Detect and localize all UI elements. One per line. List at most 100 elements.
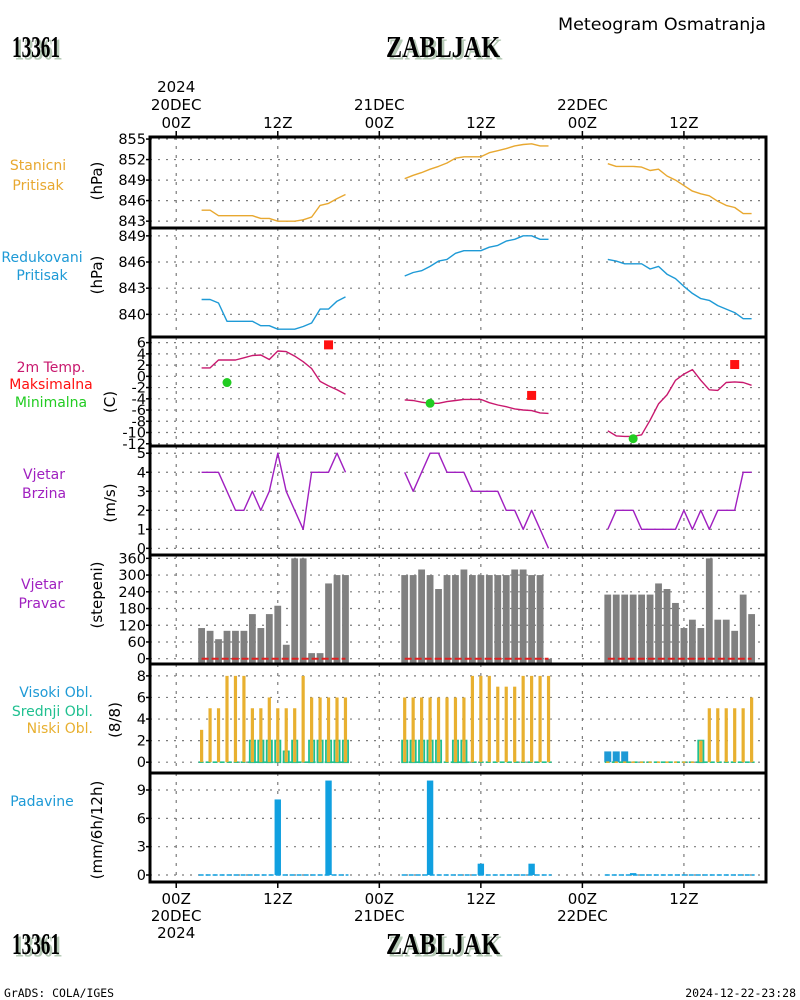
y-tick-label: 6 [137,691,146,707]
low-series [200,675,754,764]
y-tick-label: 843 [118,281,146,297]
y-tick-label: 2 [137,358,146,374]
software-credit: GrADS: COLA/IGES [4,986,114,1000]
footer-station-id-shadow: 13361 [15,929,63,964]
low-cloud-bar [470,675,474,763]
time-axis-top-label: 12Z [263,114,292,132]
low-cloud-zero-mark [665,761,669,764]
low-cloud-bar [699,740,703,763]
station-id: 13361 [12,29,60,64]
wind-direction-bar [638,594,646,664]
low-cloud-bar [733,708,737,763]
time-axis-top-label: 00Z [162,114,191,132]
time-axis-bottom-label: 12Z [669,890,698,908]
time-axis-bottom-label: 00Z [365,890,394,908]
speed-line-segment [607,471,752,530]
temp-2m-line-segment [607,368,752,438]
y-axis-unit: (stepeni) [88,561,106,628]
middle-series [198,739,755,764]
y-tick-label: 0 [137,755,146,771]
y-tick-label: -6 [132,403,146,419]
panel-title-line: Niski Obl. [27,721,93,737]
low-cloud-bar [741,708,745,763]
wind-direction-bar [215,639,222,664]
low-cloud-bar [428,697,432,763]
panel-title-line: Pravac [18,596,65,612]
generated-timestamp: 2024-12-22-23:28 [685,986,796,1000]
speed-series [201,452,752,549]
high-cloud-bar [621,751,629,763]
y-tick-label: -10 [122,426,146,442]
wind-direction-bar [748,614,756,664]
time-axis-top-label: 00Z [568,114,597,132]
wind-direction-bar [223,630,231,664]
low-cloud-bar [276,708,280,763]
wind-direction-bar [688,619,696,664]
reduced-pressure-panel [201,235,752,330]
low-cloud-bar [462,697,466,763]
y-tick-label: 1 [137,522,146,538]
wind-direction-bar [612,594,620,664]
wind-direction-bar [232,630,239,664]
time-axis-top-label: 22DEC [557,96,608,114]
low-cloud-zero-mark [640,761,644,764]
precipitation-bar [426,780,434,876]
y-tick-label: 2 [137,734,146,750]
wind-direction-bar [282,644,290,664]
wind-direction-bar [646,594,654,664]
low-cloud-bar [538,675,542,763]
reduced-line-segment [201,296,346,330]
plot-frame [146,131,768,888]
min-temp-marker [628,434,638,444]
wind-direction-bar [240,630,248,664]
time-axis-bottom-label: 00Z [568,890,597,908]
low-cloud-zero-mark [614,761,618,764]
direction-series [198,558,756,664]
footer: 13361 13361 ZABLJAK ZABLJAK GrADS: COLA/… [4,926,796,1000]
station-pressure-panel [201,143,752,222]
precip-series [198,780,755,876]
y-tick-label: 9 [137,783,146,799]
low-cloud-bar [343,697,348,763]
low-cloud-bar [208,708,212,763]
wind-direction-bar [477,575,485,664]
wind-direction-bar [705,558,713,664]
wind-direction-bar [401,575,409,664]
y-tick-label: 0 [137,541,146,557]
high-series [604,751,629,763]
wind-direction-bar [198,628,206,664]
footer-station-id: 13361 [12,926,60,961]
low-cloud-bar [250,708,254,763]
precipitation-panel [198,780,755,876]
low-cloud-bar [546,675,551,763]
wind-direction-bar [519,569,527,664]
low-cloud-bar [233,675,238,763]
wind-direction-bar [680,628,688,664]
wind-direction-panel [198,558,756,664]
footer-station-name: ZABLJAK [386,926,500,961]
y-tick-label: -8 [132,414,146,430]
low-cloud-bar [293,708,297,763]
wind-direction-bar [528,575,536,664]
wind-direction-bar [663,589,671,664]
y-tick-label: -2 [132,381,146,397]
panel-title-line: Visoki Obl. [19,685,93,701]
high-cloud-bar [612,751,620,763]
wind-direction-bar [452,575,459,664]
wind-direction-bar [655,583,662,664]
panel-title-line: Pritisak [12,178,64,194]
wind-direction-bar [409,575,417,664]
y-axis-unit: (C) [101,391,119,413]
y-axis-unit: (hPa) [88,162,106,201]
plot-border [148,135,768,884]
y-tick-label: 6 [137,811,146,827]
data-marks [198,143,756,876]
precipitation-bar [477,863,485,876]
low-cloud-zero-mark [673,761,678,764]
low-cloud-bar [301,675,305,763]
low-cloud-bar [216,708,221,763]
min-temp-marker [222,378,232,388]
wind-direction-bar [545,658,552,664]
low-cloud-bar [530,675,534,763]
